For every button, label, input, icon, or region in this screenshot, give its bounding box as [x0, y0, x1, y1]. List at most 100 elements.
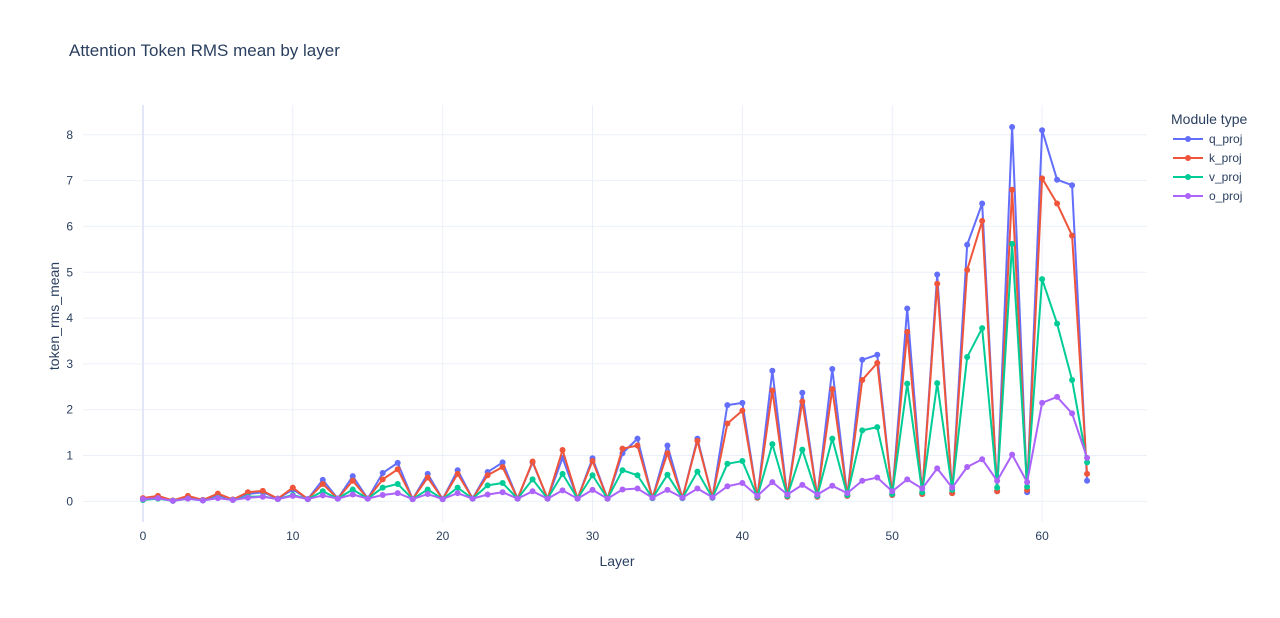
data-point [634, 485, 641, 492]
data-point [754, 492, 761, 499]
tick-labels: 0 10 20 30 40 50 60 0 1 2 3 4 5 6 7 8 [66, 128, 1049, 543]
data-point [1069, 232, 1076, 239]
x-tick-label: 10 [286, 529, 300, 543]
data-point [859, 356, 866, 363]
data-point [799, 389, 806, 396]
legend-item-k_proj[interactable]: k_proj [1173, 151, 1242, 165]
data-point [799, 446, 806, 453]
data-point [529, 476, 536, 483]
data-point [1039, 399, 1046, 406]
y-tick-label: 0 [66, 494, 73, 508]
legend-label: o_proj [1209, 189, 1242, 203]
data-point [454, 484, 461, 491]
data-point [904, 305, 911, 312]
legend-item-v_proj[interactable]: v_proj [1173, 170, 1242, 184]
data-point [619, 445, 626, 452]
y-axis-title: token_rms_mean [46, 262, 62, 370]
data-point [1084, 454, 1091, 461]
data-point [1069, 182, 1076, 189]
data-point [214, 490, 221, 497]
data-point [499, 480, 506, 487]
data-point [874, 474, 881, 481]
data-point [394, 459, 401, 466]
data-point [1069, 410, 1076, 417]
data-point [829, 365, 836, 372]
data-point [814, 491, 821, 498]
data-point [724, 402, 731, 409]
data-point [979, 200, 986, 207]
data-point [514, 495, 521, 502]
data-point [1009, 451, 1016, 458]
x-tick-label: 20 [436, 529, 450, 543]
x-axis-title: Layer [599, 553, 634, 569]
data-point [1054, 200, 1061, 207]
data-point [769, 479, 776, 486]
data-point [1009, 186, 1016, 193]
data-point [979, 325, 986, 332]
data-point [244, 494, 251, 501]
series-line [142, 242, 1089, 502]
data-point [874, 351, 881, 358]
data-point [589, 472, 596, 479]
data-point [994, 484, 1001, 491]
data-point [904, 476, 911, 483]
data-point [739, 407, 746, 414]
data-point [394, 490, 401, 497]
y-tick-label: 3 [66, 357, 73, 371]
data-point [1084, 470, 1091, 477]
data-point [319, 492, 326, 499]
data-point [304, 496, 311, 503]
data-point [904, 380, 911, 387]
legend-title: Module type [1171, 111, 1247, 127]
data-point [649, 494, 656, 501]
data-point [1054, 320, 1061, 327]
data-point [154, 495, 161, 502]
data-point [334, 495, 341, 502]
data-point [379, 484, 386, 491]
data-point [214, 495, 221, 502]
data-point [694, 437, 701, 444]
data-point [784, 491, 791, 498]
data-point [694, 485, 701, 492]
y-tick-label: 5 [66, 265, 73, 279]
data-point [1039, 276, 1046, 283]
data-point [559, 487, 566, 494]
data-point [844, 490, 851, 497]
data-point [859, 427, 866, 434]
data-point [874, 424, 881, 431]
data-point [829, 482, 836, 489]
legend-label: k_proj [1209, 151, 1242, 165]
data-point [349, 486, 356, 493]
data-point [724, 483, 731, 490]
data-point [979, 217, 986, 224]
data-point [739, 399, 746, 406]
data-point [679, 494, 686, 501]
data-point [709, 494, 716, 501]
data-point [319, 480, 326, 487]
data-point [259, 487, 266, 494]
data-point [769, 387, 776, 394]
data-point [934, 271, 941, 278]
data-point [769, 367, 776, 374]
series-o_proj [139, 393, 1091, 504]
data-point [394, 480, 401, 487]
legend-swatch-marker [1185, 136, 1191, 142]
data-point [244, 489, 251, 496]
chart-title: Attention Token RMS mean by layer [69, 41, 340, 60]
data-point [664, 471, 671, 478]
data-point [739, 480, 746, 487]
data-point [484, 472, 491, 479]
data-point [634, 442, 641, 449]
data-point [184, 495, 191, 502]
data-point [934, 465, 941, 472]
data-point [424, 486, 431, 493]
legend-item-q_proj[interactable]: q_proj [1173, 132, 1242, 146]
data-point [964, 266, 971, 273]
data-point [994, 477, 1001, 484]
legend-item-o_proj[interactable]: o_proj [1173, 189, 1242, 203]
data-point [229, 497, 236, 504]
data-point [409, 496, 416, 503]
data-point [1084, 477, 1091, 484]
data-point [964, 354, 971, 361]
